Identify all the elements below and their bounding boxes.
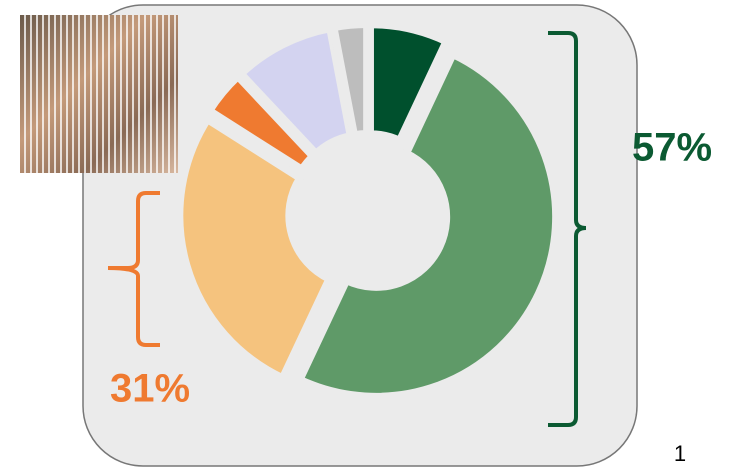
group-bracket xyxy=(548,31,587,427)
donut-segment xyxy=(175,115,334,383)
group-bracket xyxy=(107,191,160,347)
donut-segment xyxy=(329,20,372,140)
page-number: 1 xyxy=(674,441,686,466)
donut xyxy=(175,20,561,401)
donut-segment xyxy=(365,20,451,145)
group-label: 31% xyxy=(110,367,190,411)
photo xyxy=(20,15,178,173)
group-label: 57% xyxy=(632,126,712,170)
donut-segment xyxy=(295,49,561,401)
